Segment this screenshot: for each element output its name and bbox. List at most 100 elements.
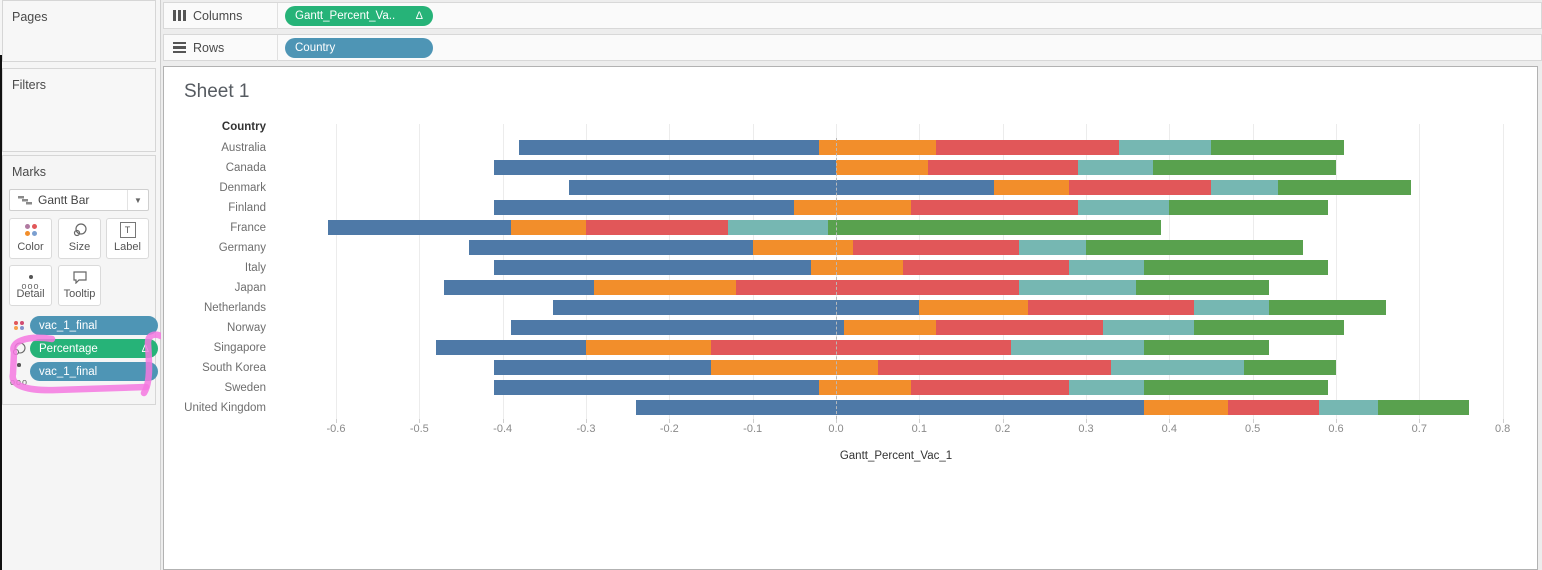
bar-segment[interactable] [494, 380, 820, 395]
country-label[interactable]: Finland [228, 202, 266, 214]
bar-segment[interactable] [1227, 400, 1320, 415]
bar-segment[interactable] [1269, 300, 1386, 315]
bar-segment[interactable] [1069, 380, 1145, 395]
bar-segment[interactable] [852, 240, 1020, 255]
bar-segment[interactable] [927, 160, 1078, 175]
bar-segment[interactable] [586, 340, 711, 355]
bar-segment[interactable] [1144, 400, 1228, 415]
bar-segment[interactable] [519, 140, 820, 155]
pill-vac-1-final-detail[interactable]: vac_1_final [30, 362, 158, 381]
bar-segment[interactable] [494, 160, 836, 175]
rows-shelf[interactable]: Rows Country [163, 34, 1542, 61]
bar-segment[interactable] [752, 240, 853, 255]
bar-segment[interactable] [1136, 280, 1270, 295]
label-button[interactable]: T Label [106, 218, 149, 259]
country-label[interactable]: Australia [221, 142, 266, 154]
bar-segment[interactable] [594, 280, 736, 295]
bar-segment[interactable] [819, 140, 936, 155]
country-label[interactable]: Singapore [213, 342, 266, 354]
bar-segment[interactable] [1211, 140, 1345, 155]
bar-segment[interactable] [819, 380, 911, 395]
bar-segment[interactable] [1144, 340, 1270, 355]
pill-vac-1-final-color[interactable]: vac_1_final [30, 316, 158, 335]
bar-segment[interactable] [1277, 180, 1411, 195]
country-label[interactable]: Italy [244, 262, 266, 274]
pill-percentage-size[interactable]: Percentage Δ [30, 339, 158, 358]
bar-segment[interactable] [1027, 300, 1195, 315]
bar-segment[interactable] [794, 200, 911, 215]
bar-segment[interactable] [1119, 140, 1211, 155]
bar-segment[interactable] [436, 340, 586, 355]
bar-segment[interactable] [844, 320, 936, 335]
columns-shelf[interactable]: Columns Gantt_Percent_Va.. Δ [163, 2, 1542, 29]
bar-segment[interactable] [911, 380, 1070, 395]
bar-segment[interactable] [469, 240, 753, 255]
bar-segment[interactable] [919, 300, 1028, 315]
bar-segment[interactable] [1069, 180, 1211, 195]
country-label[interactable]: Netherlands [203, 302, 266, 314]
bar-segment[interactable] [1077, 200, 1170, 215]
bar-segment[interactable] [711, 360, 878, 375]
bar-segment[interactable] [1211, 180, 1278, 195]
country-label[interactable]: Japan [234, 282, 266, 294]
bar-segment[interactable] [936, 320, 1103, 335]
bar-segment[interactable] [1111, 360, 1245, 375]
bar-segment[interactable] [1077, 160, 1153, 175]
country-label[interactable]: South Korea [202, 362, 266, 374]
bar-segment[interactable] [444, 280, 595, 295]
country-label[interactable]: United Kingdom [184, 402, 266, 414]
mark-type-dropdown[interactable]: Gantt Bar ▼ [9, 189, 149, 211]
bar-segment[interactable] [1019, 280, 1136, 295]
country-label[interactable]: Canada [225, 162, 266, 174]
bar-segment[interactable] [1377, 400, 1470, 415]
bar-segment[interactable] [1069, 260, 1145, 275]
bar-segment[interactable] [1144, 380, 1328, 395]
bar-segment[interactable] [511, 220, 586, 235]
country-label[interactable]: France [230, 222, 266, 234]
bar-segment[interactable] [1194, 300, 1270, 315]
bar-segment[interactable] [902, 260, 1070, 275]
bar-segment[interactable] [1102, 320, 1195, 335]
bar-segment[interactable] [994, 180, 1070, 195]
bar-segment[interactable] [836, 160, 928, 175]
bar-segment[interactable] [911, 200, 1078, 215]
bar-segment[interactable] [736, 280, 1020, 295]
bar-segment[interactable] [586, 220, 728, 235]
axis-tick-mark [586, 419, 587, 423]
bar-segment[interactable] [1144, 260, 1328, 275]
country-label[interactable]: Sweden [224, 382, 266, 394]
bar-segment[interactable] [877, 360, 1111, 375]
pill-country-rows[interactable]: Country [285, 37, 433, 58]
row-header-country[interactable]: Country [221, 121, 266, 133]
size-button[interactable]: Size [58, 218, 101, 259]
bar-segment[interactable] [811, 260, 903, 275]
detail-button[interactable]: ooo Detail [9, 265, 52, 306]
bar-segment[interactable] [494, 200, 795, 215]
bar-segment[interactable] [494, 260, 811, 275]
country-label[interactable]: Germany [218, 242, 266, 254]
chevron-down-icon[interactable]: ▼ [127, 190, 148, 210]
bar-segment[interactable] [827, 220, 1161, 235]
bar-segment[interactable] [1011, 340, 1145, 355]
bar-segment[interactable] [936, 140, 1120, 155]
bar-segment[interactable] [1319, 400, 1378, 415]
bar-segment[interactable] [1169, 200, 1328, 215]
bar-segment[interactable] [569, 180, 995, 195]
bar-segment[interactable] [1152, 160, 1336, 175]
bar-segment[interactable] [511, 320, 845, 335]
color-button[interactable]: Color [9, 218, 52, 259]
bar-segment[interactable] [552, 300, 920, 315]
bar-segment[interactable] [1244, 360, 1336, 375]
bar-segment[interactable] [636, 400, 1145, 415]
bar-segment[interactable] [711, 340, 1011, 355]
bar-segment[interactable] [1019, 240, 1086, 255]
bar-segment[interactable] [1194, 320, 1345, 335]
pill-gantt-percent-columns[interactable]: Gantt_Percent_Va.. Δ [285, 5, 433, 26]
country-label[interactable]: Norway [227, 322, 266, 334]
country-label[interactable]: Denmark [219, 182, 266, 194]
bar-segment[interactable] [494, 360, 711, 375]
bar-segment[interactable] [327, 220, 511, 235]
bar-segment[interactable] [1086, 240, 1303, 255]
tooltip-button[interactable]: Tooltip [58, 265, 101, 306]
bar-segment[interactable] [727, 220, 828, 235]
